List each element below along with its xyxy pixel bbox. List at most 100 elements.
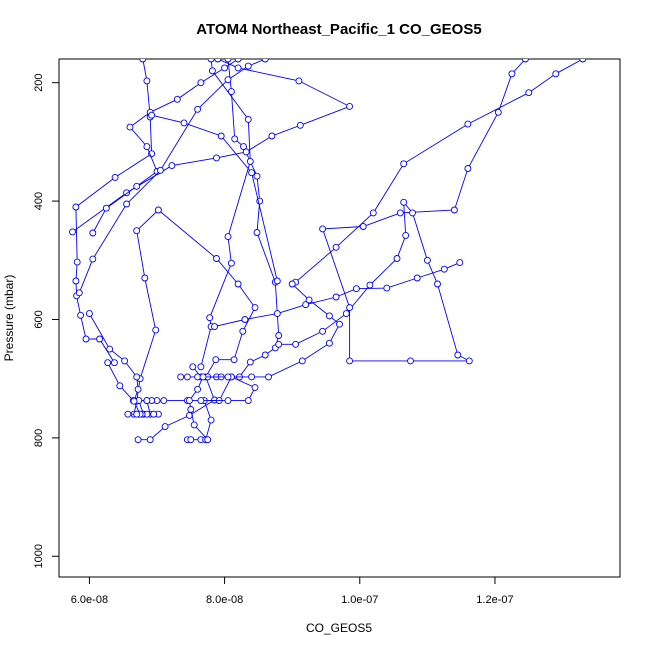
data-point	[253, 229, 261, 236]
plot-frame	[58, 58, 621, 578]
data-point	[239, 327, 247, 335]
data-point	[231, 135, 239, 143]
data-point	[275, 332, 283, 339]
series-7	[292, 59, 587, 286]
series-10	[89, 59, 242, 237]
data-point	[273, 277, 281, 285]
data-point	[227, 259, 235, 267]
data-point	[194, 105, 202, 113]
data-point	[295, 77, 303, 85]
data-point	[211, 323, 218, 331]
data-point	[134, 436, 142, 444]
data-point	[288, 280, 296, 288]
data-point	[161, 423, 169, 431]
data-point	[332, 243, 340, 251]
data-point	[143, 77, 151, 85]
data-point	[244, 397, 252, 405]
data-point	[213, 154, 220, 162]
data-point	[325, 312, 333, 320]
data-point	[242, 148, 250, 156]
data-point	[224, 76, 232, 84]
data-point	[409, 209, 416, 217]
data-point	[400, 160, 408, 168]
data-point	[133, 227, 141, 235]
data-point	[369, 209, 377, 217]
data-point	[146, 436, 154, 444]
data-point	[194, 385, 202, 393]
y-axis-label: Pressure (mbar)	[2, 275, 16, 362]
series-line	[180, 283, 341, 378]
data-point	[189, 363, 197, 371]
data-point	[73, 258, 81, 266]
data-point	[246, 157, 254, 165]
series-layer	[69, 59, 587, 444]
data-point	[240, 143, 247, 151]
data-point	[187, 406, 195, 413]
data-point	[224, 233, 232, 241]
x-axis: 6.0e-08 8.0e-08 1.0e-07 1.2e-07	[71, 576, 514, 606]
data-point	[450, 206, 458, 214]
data-point	[253, 172, 261, 180]
data-point	[402, 231, 410, 239]
data-point	[224, 397, 232, 405]
data-point	[152, 326, 160, 334]
data-point	[346, 102, 354, 110]
data-point	[204, 436, 212, 444]
series-line	[214, 262, 460, 328]
series-12	[85, 310, 144, 418]
data-point	[521, 59, 529, 63]
data-point	[180, 119, 188, 127]
data-point	[298, 357, 306, 365]
data-point	[261, 351, 269, 359]
data-point	[464, 165, 472, 172]
data-point	[134, 385, 142, 393]
data-point	[190, 421, 198, 429]
data-point	[72, 277, 80, 285]
data-point	[464, 120, 472, 128]
series-3	[197, 59, 254, 371]
data-point	[111, 173, 119, 181]
data-point	[102, 204, 110, 212]
x-tick-label: 1.0e-07	[341, 594, 378, 606]
data-point	[197, 79, 205, 87]
data-point	[332, 293, 340, 301]
data-point	[197, 363, 205, 371]
data-point	[434, 280, 441, 288]
data-point	[494, 108, 502, 116]
data-point	[75, 289, 83, 297]
data-point	[139, 59, 147, 63]
series-6	[211, 259, 464, 331]
data-point	[141, 274, 149, 282]
data-point	[160, 397, 168, 405]
data-point	[126, 123, 134, 131]
series-line	[295, 59, 584, 283]
data-point	[177, 373, 185, 381]
data-point	[234, 280, 242, 288]
data-point	[133, 373, 141, 381]
series-2	[183, 59, 283, 444]
data-point	[261, 59, 269, 63]
data-point	[133, 410, 141, 418]
series-line	[278, 59, 526, 362]
data-point	[227, 88, 235, 96]
series-5	[275, 59, 529, 365]
data-point	[234, 59, 242, 63]
data-point	[89, 229, 97, 237]
data-point	[275, 340, 283, 348]
data-point	[296, 121, 304, 129]
data-point	[465, 357, 473, 365]
series-11	[75, 59, 269, 297]
data-point	[221, 64, 229, 72]
data-point	[148, 111, 156, 119]
data-point	[302, 301, 310, 309]
data-point	[552, 70, 560, 78]
data-point	[187, 436, 195, 444]
data-point	[273, 310, 281, 318]
data-point	[383, 284, 391, 292]
data-point	[366, 281, 374, 289]
data-point	[393, 255, 401, 262]
series-line	[72, 59, 351, 233]
data-point	[133, 182, 141, 190]
x-tick-label: 6.0e-08	[71, 594, 108, 606]
data-point	[77, 311, 85, 319]
